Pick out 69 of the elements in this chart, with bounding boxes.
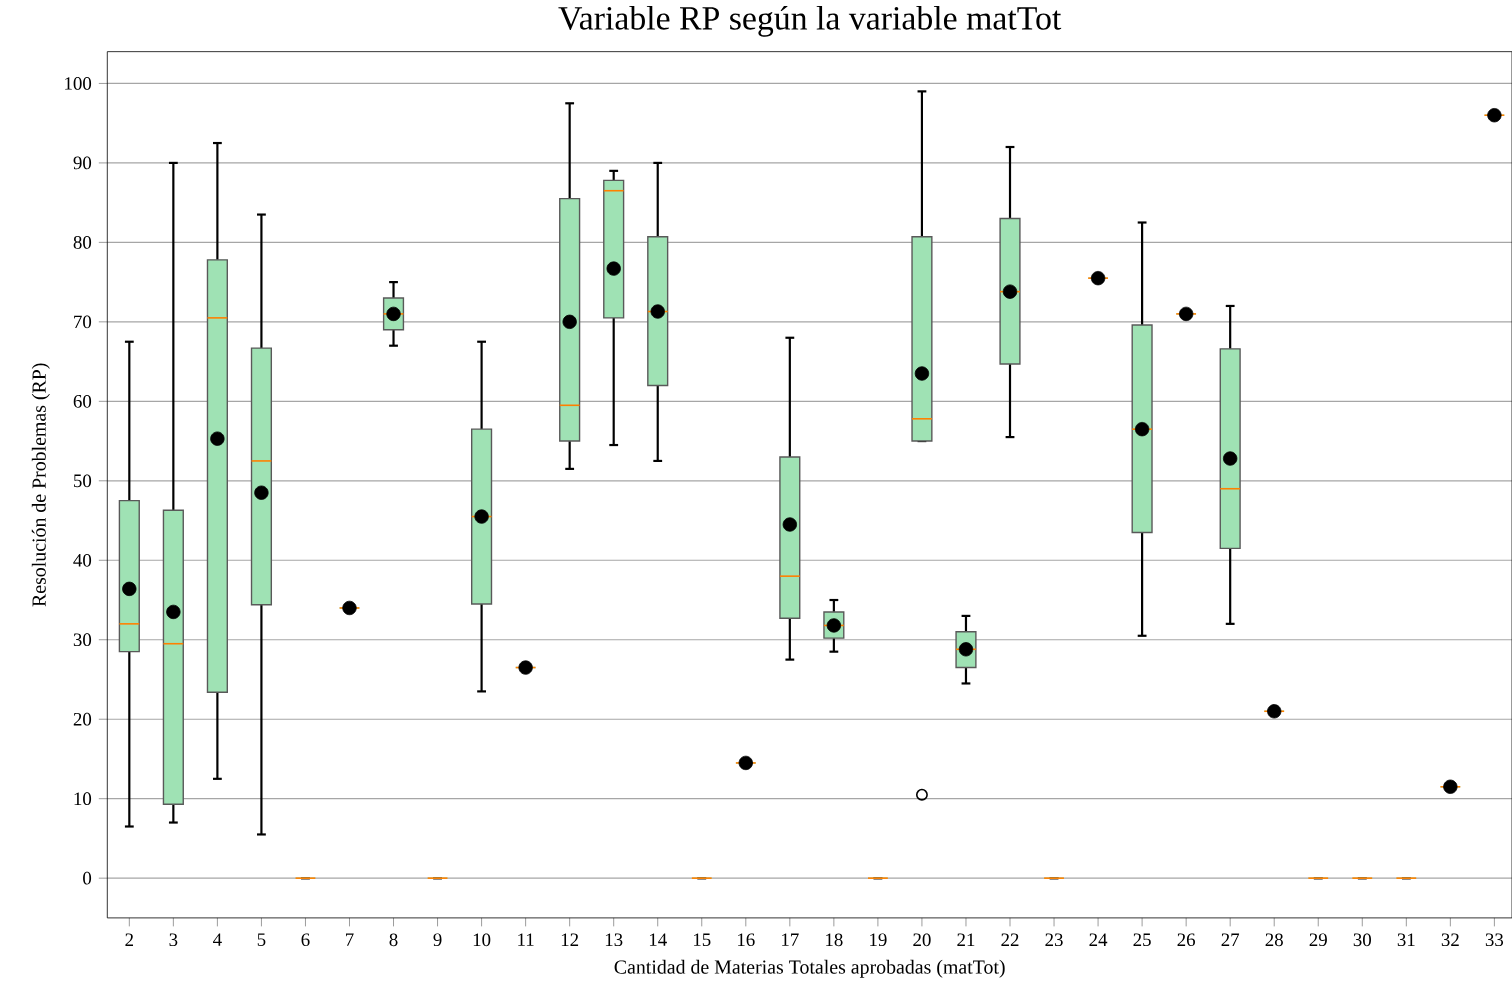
point: [342, 600, 357, 615]
point: [738, 755, 753, 770]
point: [1002, 284, 1018, 299]
x-tick-label: 20: [913, 933, 931, 946]
x-tick-label: 26: [1177, 933, 1196, 946]
x-tick-label: 17: [782, 933, 799, 946]
y-tick-label: 40: [73, 553, 92, 567]
x-tick-label: 11: [518, 933, 534, 946]
x-tick-label: 21: [957, 933, 975, 946]
y-tick-label: 80: [73, 235, 92, 249]
y-tick-label: 70: [74, 315, 92, 329]
point: [1090, 270, 1106, 286]
x-tick-label: 18: [826, 933, 843, 946]
point: [1267, 703, 1282, 719]
y-tick-label: 20: [73, 712, 92, 726]
x-tick-label: 4: [213, 933, 222, 946]
chart-title: Variable RP según la variable matTot: [558, 5, 1062, 37]
point: [650, 304, 665, 319]
point: [1443, 779, 1458, 794]
x-tick-label: 29: [1309, 933, 1327, 946]
point: [122, 581, 137, 596]
point: [826, 618, 842, 633]
point: [562, 314, 577, 329]
point: [386, 306, 401, 321]
point: [254, 485, 269, 500]
point: [782, 517, 797, 532]
point: [958, 641, 974, 657]
x-tick-label: 10: [473, 933, 491, 946]
point: [1134, 421, 1150, 437]
x-tick-label: 8: [389, 933, 398, 946]
y-tick-label: 10: [74, 792, 92, 805]
x-tick-label: 28: [1265, 933, 1283, 946]
x-tick-label: 14: [649, 933, 667, 946]
y-tick-label: 30: [73, 633, 92, 646]
x-axis-title: Cantidad de Materias Totales aprobadas (matTot): [614, 959, 1005, 978]
x-tick-label: 31: [1397, 933, 1415, 946]
x-tick-label: 33: [1485, 933, 1504, 946]
y-axis-title: Resolución de Problemas (RP): [31, 363, 50, 607]
x-tick-label: 16: [738, 933, 755, 946]
x-tick-label: 5: [257, 933, 266, 946]
y-tick-label: 0: [83, 871, 92, 885]
x-tick-label: 22: [1001, 933, 1019, 946]
point: [518, 660, 533, 675]
x-tick-label: 27: [1221, 933, 1240, 946]
x-tick-label: 32: [1441, 933, 1459, 946]
y-tick-label: 50: [74, 474, 92, 487]
x-tick-label: 19: [870, 933, 887, 946]
x-tick-label: 23: [1045, 933, 1063, 946]
point: [1178, 306, 1194, 321]
point: [1223, 451, 1238, 466]
point: [606, 261, 621, 276]
x-tick-label: 15: [693, 933, 711, 946]
x-tick-label: 7: [346, 933, 354, 946]
point: [210, 431, 225, 446]
x-tick-label: 9: [433, 933, 442, 946]
point: [166, 604, 181, 619]
x-tick-label: 24: [1089, 933, 1108, 946]
x-tick-label: 12: [561, 933, 579, 946]
point: [914, 366, 930, 381]
y-tick-label: 90: [73, 156, 92, 170]
x-tick-label: 13: [605, 933, 623, 946]
y-tick-label: 100: [65, 76, 92, 90]
x-tick-label: 25: [1133, 933, 1151, 946]
y-tick-label: 60: [73, 394, 92, 408]
x-tick-label: 3: [169, 933, 178, 946]
x-tick-label: 30: [1353, 933, 1372, 946]
point: [474, 509, 489, 524]
x-tick-label: 2: [125, 933, 134, 946]
x-tick-label: 6: [301, 933, 310, 946]
